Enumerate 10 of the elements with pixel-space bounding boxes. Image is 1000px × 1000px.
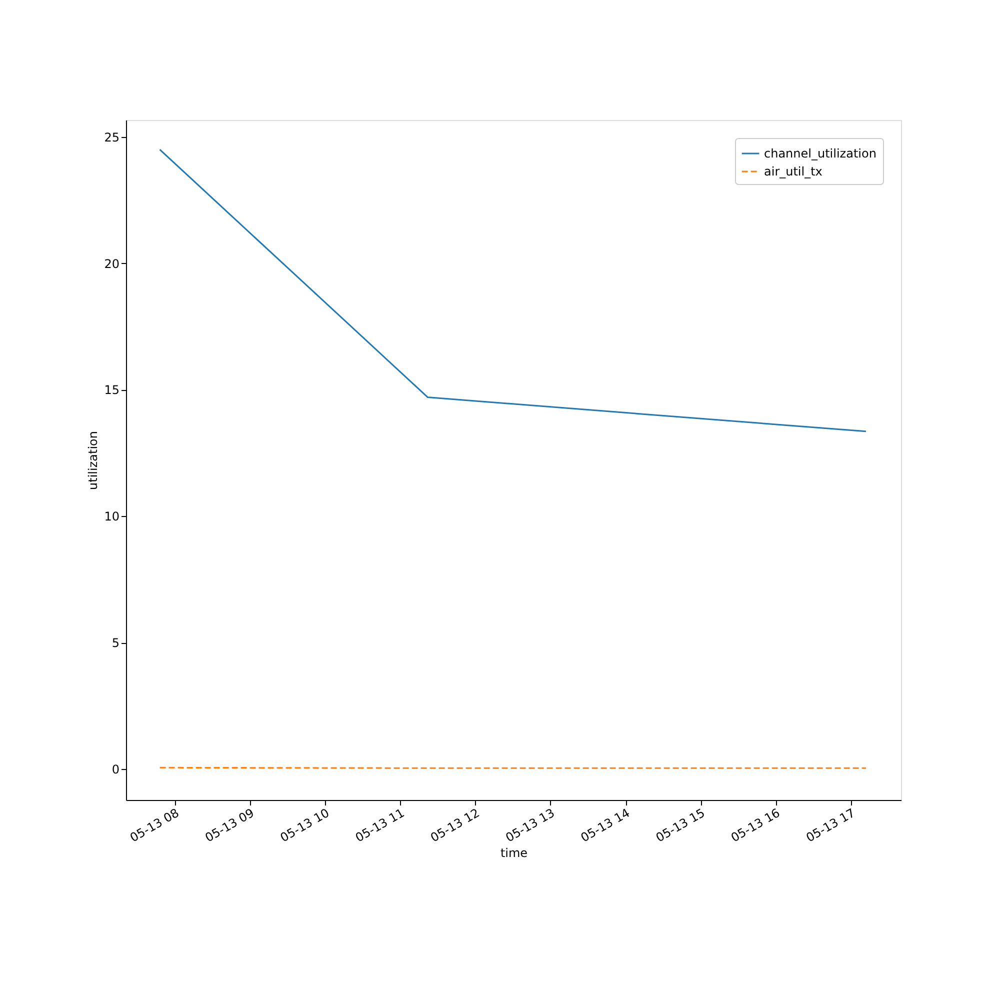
x-axis-title: time	[500, 846, 528, 860]
y-tick-label: 20	[104, 256, 120, 271]
legend-label: channel_utilization	[764, 146, 876, 160]
y-tick-label: 15	[104, 383, 120, 398]
y-tick-label: 5	[112, 636, 120, 650]
y-tick-label: 0	[112, 762, 120, 776]
y-axis-title: utilization	[86, 431, 100, 490]
y-tick-label: 25	[104, 130, 120, 144]
y-tick-label: 10	[104, 510, 120, 524]
legend-label: air_util_tx	[764, 164, 822, 178]
